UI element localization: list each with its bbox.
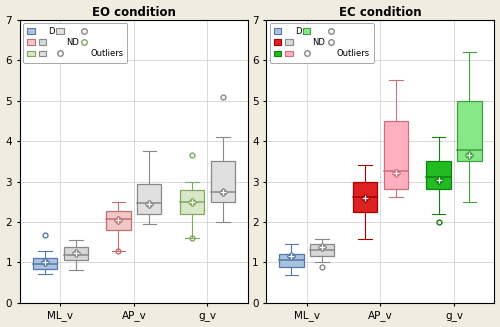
Bar xyxy=(458,101,481,161)
Bar xyxy=(106,211,130,230)
Bar xyxy=(384,121,408,189)
Bar xyxy=(211,161,235,202)
Bar xyxy=(310,244,334,256)
Bar xyxy=(353,181,377,212)
Bar xyxy=(137,183,162,214)
Bar xyxy=(180,190,204,214)
Title: EC condition: EC condition xyxy=(339,6,421,19)
Legend: , , , D, , , , ND, , , , Outliers: , , , D, , , , ND, , , , Outliers xyxy=(23,23,128,62)
Bar xyxy=(426,161,450,189)
Bar xyxy=(64,247,88,260)
Bar xyxy=(32,258,57,268)
Bar xyxy=(279,253,303,267)
Title: EO condition: EO condition xyxy=(92,6,176,19)
Legend: , , , D, , , , ND, , , , Outliers: , , , D, , , , ND, , , , Outliers xyxy=(270,23,374,62)
